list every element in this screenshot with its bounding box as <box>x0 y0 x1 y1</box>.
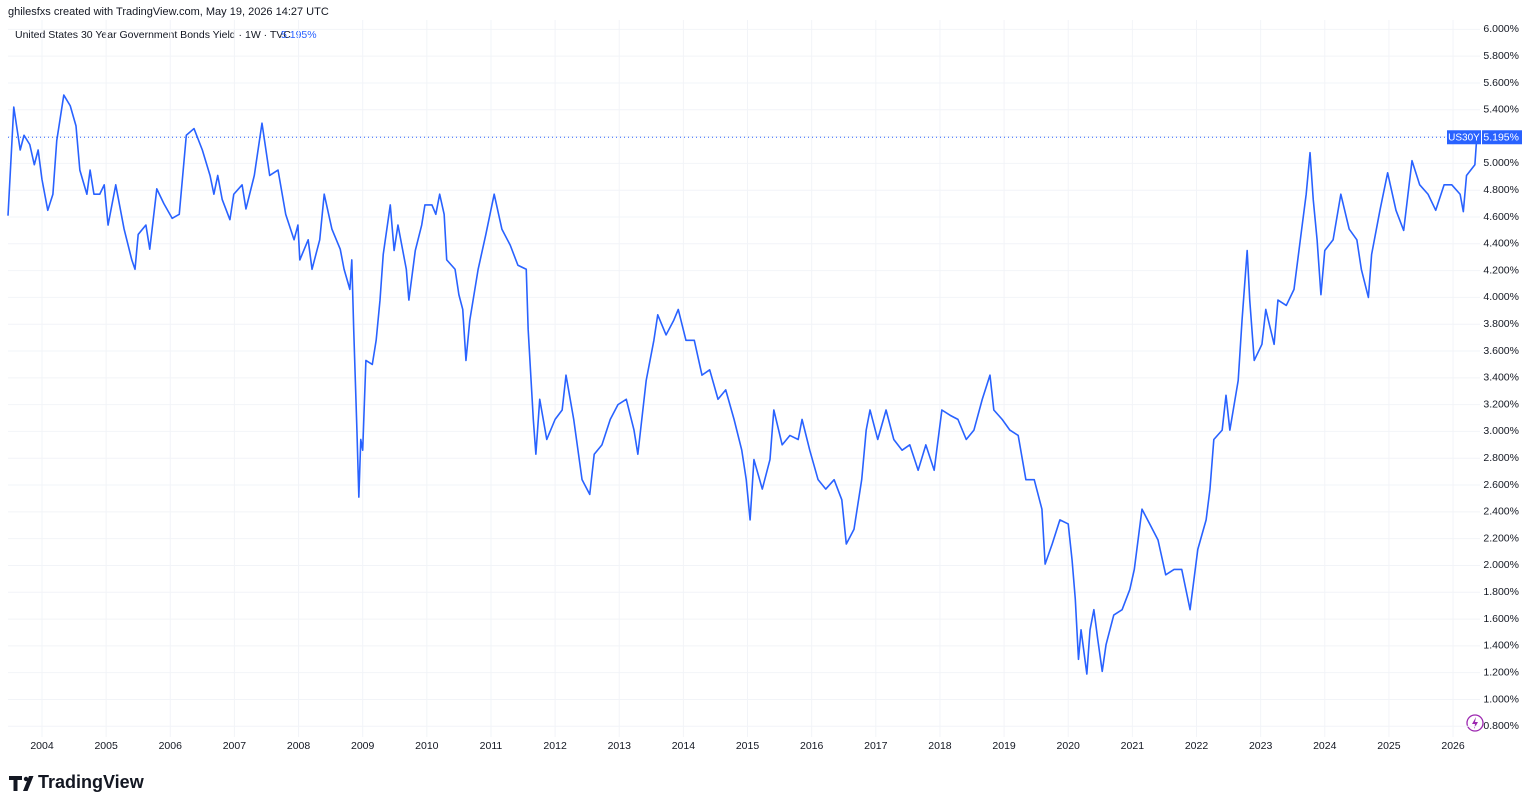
icon-circle[interactable] <box>1466 714 1484 732</box>
y-tick-label: 4.200% <box>1483 264 1519 276</box>
x-tick-label: 2016 <box>800 740 824 752</box>
y-tick-label: 2.400% <box>1483 506 1519 518</box>
y-tick-label: 6.000% <box>1483 23 1519 35</box>
header: ghilesfxs created with TradingView.com, … <box>8 6 329 18</box>
y-tick-label: 2.200% <box>1483 532 1519 544</box>
x-tick-label: 2011 <box>480 740 503 752</box>
plot: 0.800% 1.000% 1.200% 1.400% 1.600% 1.800% 2.00… <box>7 20 1522 752</box>
symbol-tag <box>1447 130 1481 145</box>
x-tick-label: 2009 <box>351 740 375 752</box>
price-line <box>7 94 1478 675</box>
x-tick-label: 2019 <box>992 740 1016 752</box>
x-tick-label: 2026 <box>1441 740 1465 752</box>
y-tick-label: 0.800% <box>1483 720 1519 732</box>
flash-icon[interactable] <box>1466 714 1484 732</box>
logo-mark <box>9 776 34 791</box>
y-tick-label: 5.000% <box>1483 157 1519 169</box>
y-tick-label: 3.800% <box>1483 318 1519 330</box>
x-tick-label: 2022 <box>1185 740 1209 752</box>
y-tick-label: 2.000% <box>1483 559 1519 571</box>
y-tick-label: 4.000% <box>1483 291 1519 303</box>
y-tick-label: 3.000% <box>1483 425 1519 437</box>
x-tick-label: 2008 <box>287 740 311 752</box>
y-tick-label: 3.200% <box>1483 398 1519 410</box>
x-tick-label: 2012 <box>543 740 567 752</box>
y-tick-label: 2.800% <box>1483 452 1519 464</box>
y-tick-label: 4.400% <box>1483 238 1519 250</box>
y-tick-label: 1.200% <box>1483 666 1519 678</box>
icon-bolt[interactable] <box>1472 717 1478 729</box>
x-tick-label: 2015 <box>736 740 760 752</box>
x-tick-label: 2004 <box>30 740 54 752</box>
x-tick-label: 2024 <box>1313 740 1337 752</box>
price-tag-text: 5.195% <box>1483 132 1519 144</box>
legend-name: United States 30 Year Government Bonds Y… <box>15 29 291 41</box>
y-tick-label: 5.600% <box>1483 77 1519 89</box>
x-tick-label: 2021 <box>1121 740 1145 752</box>
x-tick-label: 2006 <box>159 740 183 752</box>
y-tick-label: 5.800% <box>1483 50 1519 62</box>
x-tick-label: 2010 <box>415 740 439 752</box>
x-tick-label: 2023 <box>1249 740 1273 752</box>
x-tick-label: 2020 <box>1057 740 1081 752</box>
brand: TradingView <box>38 772 145 792</box>
y-tick-label: 1.400% <box>1483 640 1519 652</box>
x-tick-label: 2018 <box>928 740 952 752</box>
y-tick-label: 4.600% <box>1483 211 1519 223</box>
x-tick-label: 2017 <box>864 740 888 752</box>
x-tick-label: 2013 <box>608 740 632 752</box>
y-tick-label: 4.800% <box>1483 184 1519 196</box>
symbol-tag-text: US30Y <box>1448 132 1480 143</box>
x-tick-label: 2005 <box>94 740 118 752</box>
y-tick-label: 3.600% <box>1483 345 1519 357</box>
y-tick-label: 2.600% <box>1483 479 1519 491</box>
brand-logo <box>9 776 34 791</box>
x-tick-label: 2025 <box>1377 740 1401 752</box>
y-tick-label: 1.600% <box>1483 613 1519 625</box>
price-tag <box>1482 130 1522 145</box>
y-tick-label: 1.800% <box>1483 586 1519 598</box>
x-tick-label: 2007 <box>223 740 247 752</box>
y-tick-label: 1.000% <box>1483 693 1519 705</box>
logo-dot <box>23 776 29 782</box>
x-tick-label: 2014 <box>672 740 696 752</box>
y-tick-label: 5.400% <box>1483 104 1519 116</box>
y-tick-label: 3.400% <box>1483 372 1519 384</box>
